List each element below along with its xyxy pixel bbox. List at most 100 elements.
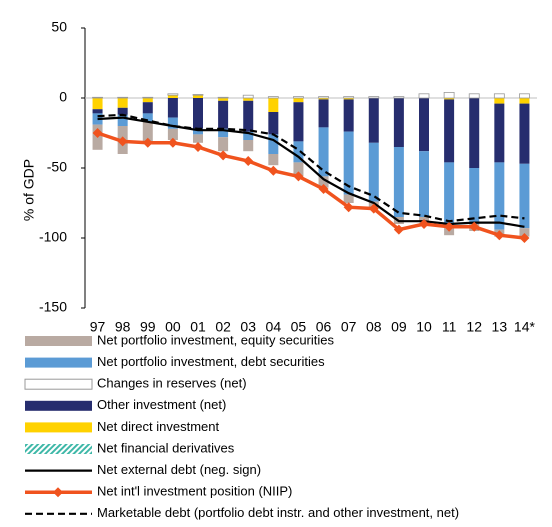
legend-label: Net portfolio investment, equity securit… [97, 332, 334, 347]
bar-segment [142, 98, 153, 103]
bar-segment [368, 98, 379, 143]
bar-segment [268, 154, 279, 166]
bar-segment [243, 98, 254, 101]
bar-segment [343, 131, 354, 195]
bar-segment [444, 162, 455, 227]
line-marker [469, 221, 480, 232]
bar-segment [167, 128, 178, 140]
bar-segment [519, 103, 530, 164]
line-marker [343, 202, 354, 213]
y-tick-label: 50 [51, 19, 67, 35]
legend-label: Net external debt (neg. sign) [97, 462, 261, 477]
y-tick-label: 0 [59, 89, 67, 105]
bar-segment [318, 176, 329, 188]
bar-segment [243, 131, 254, 140]
bar-segment [494, 162, 505, 230]
legend-label: Marketable debt (portfolio debt instr. a… [97, 505, 459, 520]
bar-segment [419, 98, 429, 152]
bar-segment [192, 94, 204, 96]
legend-label: Net financial derivatives [97, 440, 235, 455]
bar-segment [117, 96, 129, 99]
legend-label: Net int'l investment position (NIIP) [97, 484, 292, 499]
line [97, 131, 525, 240]
x-tick-label: 14* [514, 319, 536, 335]
line-marker [142, 137, 153, 148]
bar-segment [243, 100, 254, 132]
bar-segment [469, 168, 480, 224]
bar-segment [293, 141, 304, 163]
bar-segment [519, 228, 530, 237]
bar-segment [217, 96, 229, 99]
x-tick-label: 00 [165, 319, 181, 335]
line-marker [268, 165, 279, 176]
bar-segment [494, 103, 505, 163]
bar-segment [193, 134, 203, 143]
bar-segment [167, 93, 179, 96]
x-tick-label: 99 [140, 319, 156, 335]
bar-segment [293, 96, 304, 99]
y-tick-label: -50 [47, 159, 67, 175]
bar-segment [493, 93, 505, 99]
bar-segment [243, 140, 254, 152]
line-marker [444, 221, 455, 232]
bar-segment [267, 96, 279, 99]
bar-segment [218, 98, 229, 101]
bar-segment [293, 102, 304, 142]
bar-segment [519, 163, 530, 229]
x-tick-label: 10 [416, 319, 432, 335]
x-tick-label: 06 [316, 319, 332, 335]
x-tick-label: 08 [366, 319, 382, 335]
legend-label: Changes in reserves (net) [97, 376, 247, 391]
x-tick-label: 11 [442, 319, 457, 335]
bar-segment [519, 98, 530, 104]
x-tick-label: 12 [466, 319, 482, 335]
bar-segment [193, 98, 203, 129]
line-marker [167, 137, 178, 148]
bar-segment [242, 94, 254, 99]
line-marker [419, 219, 429, 229]
y-tick-label: -150 [39, 299, 67, 315]
bar-segment [218, 100, 229, 129]
bar-segment [218, 137, 229, 152]
bar-segment [193, 95, 203, 98]
x-tick-label: 04 [266, 319, 282, 335]
bar-segment [318, 98, 329, 100]
bar-segment [167, 98, 178, 118]
line-marker [393, 224, 404, 235]
bar-segment [142, 113, 153, 122]
bar-segment [193, 128, 203, 135]
bar-segment [318, 99, 329, 128]
bar-segment [117, 107, 128, 115]
bar-segment [318, 127, 329, 177]
bar-segment [142, 102, 153, 114]
bar-segment [443, 92, 455, 99]
x-tick-label: 13 [492, 319, 508, 335]
bar-segment [393, 98, 404, 147]
bar-segment [142, 121, 153, 143]
line [97, 113, 525, 223]
legend-label: Net direct investment [97, 419, 219, 434]
bar-segment [368, 142, 379, 202]
line-marker [368, 203, 379, 214]
line-marker [519, 233, 530, 243]
bar-segment [519, 93, 530, 99]
bar-segment [318, 96, 329, 99]
bar-segment [293, 162, 304, 177]
bar-segment [142, 96, 154, 99]
legend-swatch [25, 357, 92, 368]
x-tick-label: 97 [90, 319, 106, 335]
y-tick-label: -100 [39, 229, 67, 245]
bar-segment [268, 98, 279, 112]
bar-segment [92, 96, 103, 99]
line-marker [318, 184, 329, 194]
bar-segment [343, 96, 355, 99]
bar-segment [343, 98, 354, 100]
bar-segment [293, 98, 304, 103]
legend-swatch [24, 378, 93, 390]
bar-segment [444, 98, 455, 100]
y-axis-label: % of GDP [21, 159, 37, 221]
line-marker [193, 142, 203, 152]
line [97, 116, 525, 228]
legend-swatch [25, 422, 92, 433]
